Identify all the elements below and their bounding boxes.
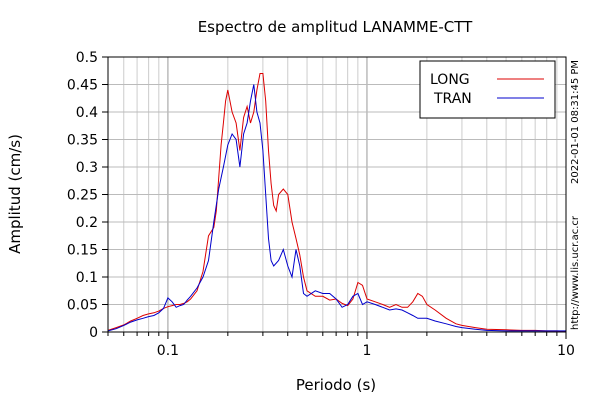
legend-label-long: LONG — [430, 72, 470, 88]
y-tick-label: 0.1 — [76, 270, 98, 286]
legend: LONG TRAN — [419, 60, 556, 119]
y-tick-label: 0.4 — [76, 105, 98, 121]
x-tick-label: 0.1 — [157, 343, 179, 359]
x-axis-label: Periodo (s) — [296, 376, 376, 394]
y-tick-label: 0.3 — [76, 160, 98, 176]
series-line-tran — [107, 84, 566, 332]
y-tick-label: 0.45 — [67, 78, 98, 94]
legend-box — [419, 60, 556, 119]
series-group — [107, 73, 567, 332]
x-tick-label: 10 — [557, 343, 575, 359]
y-tick-label: 0.5 — [76, 50, 98, 66]
x-tick-label: 1 — [362, 343, 371, 359]
y-tick-label: 0.25 — [67, 188, 98, 204]
y-tick-label: 0.15 — [67, 243, 98, 259]
y-tick-label: 0.35 — [67, 133, 98, 149]
y-tick-label: 0.2 — [76, 215, 98, 231]
y-axis-label: Amplitud (cm/s) — [6, 134, 24, 254]
side-url: http://www.lis.ucr.ac.cr — [570, 215, 581, 330]
y-tick-label: 0 — [89, 325, 98, 341]
y-tick-label: 0.05 — [67, 298, 98, 314]
series-line-long — [107, 73, 567, 332]
x-axis-ticks: 0.1 1 10 — [107, 332, 575, 359]
side-timestamp: 2022-01-01 08:31:45 PM — [570, 60, 581, 184]
chart-title: Espectro de amplitud LANAMME-CTT — [198, 18, 473, 36]
y-axis-ticks: 0 0.05 0.1 0.15 0.2 0.25 0.3 0.35 0.4 0.45 0.5 — [67, 50, 108, 341]
legend-label-tran: TRAN — [433, 91, 472, 107]
